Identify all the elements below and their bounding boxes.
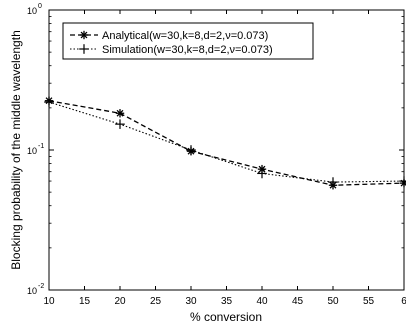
x-tick-label: 55 <box>363 296 375 307</box>
legend-marker-simulation <box>79 44 89 54</box>
x-axis: 10 15 20 25 30 35 40 45 50 55 6 <box>43 10 406 307</box>
legend-asterisk <box>79 30 89 40</box>
series-layer <box>44 96 406 190</box>
y-axis-label: Blocking probability of the middle wavel… <box>9 30 23 269</box>
asterisk-stroke <box>116 109 124 117</box>
y-tick-label: 10 <box>27 286 37 296</box>
y-tick-label: 10 <box>27 6 37 16</box>
x-tick-label: 20 <box>114 296 126 307</box>
data-point-simulation <box>399 176 406 186</box>
data-point-analytical <box>115 109 125 118</box>
y-tick-exponent: 0 <box>38 3 42 10</box>
x-axis-label: % conversion <box>190 310 262 324</box>
data-point-simulation <box>115 119 125 129</box>
legend-plus <box>79 44 89 54</box>
y-tick-label: 10 <box>27 146 37 156</box>
legend: Analytical(w=30,k=8,d=2,ν=0.073) Simulat… <box>62 22 314 60</box>
x-tick-label: 45 <box>292 296 304 307</box>
y-tick-exponent: -2 <box>38 283 44 290</box>
series-line-analytical <box>48 100 405 186</box>
x-tick-label: 40 <box>256 296 268 307</box>
legend-marker-analytical <box>79 30 89 40</box>
y-tick-exponent: -1 <box>38 143 44 150</box>
x-tick-label: 15 <box>79 296 91 307</box>
legend-label-analytical: Analytical(w=30,k=8,d=2,ν=0.073) <box>102 30 268 42</box>
x-tick-label: 35 <box>221 296 233 307</box>
legend-label-simulation: Simulation(w=30,k=8,d=2,ν=0.073) <box>102 44 273 56</box>
series-line-simulation <box>48 101 405 183</box>
data-point-simulation <box>186 145 196 155</box>
data-point-simulation <box>257 168 267 179</box>
legend-box <box>62 22 314 60</box>
asterisk-stroke <box>80 31 88 39</box>
x-tick-label: 30 <box>185 296 197 307</box>
x-tick-label: 50 <box>327 296 339 307</box>
data-point-simulation <box>44 97 54 107</box>
x-tick-label: 25 <box>150 296 162 307</box>
x-tick-label: 10 <box>43 296 55 307</box>
data-point-simulation <box>328 177 338 187</box>
x-tick-label: 6 <box>401 296 406 307</box>
